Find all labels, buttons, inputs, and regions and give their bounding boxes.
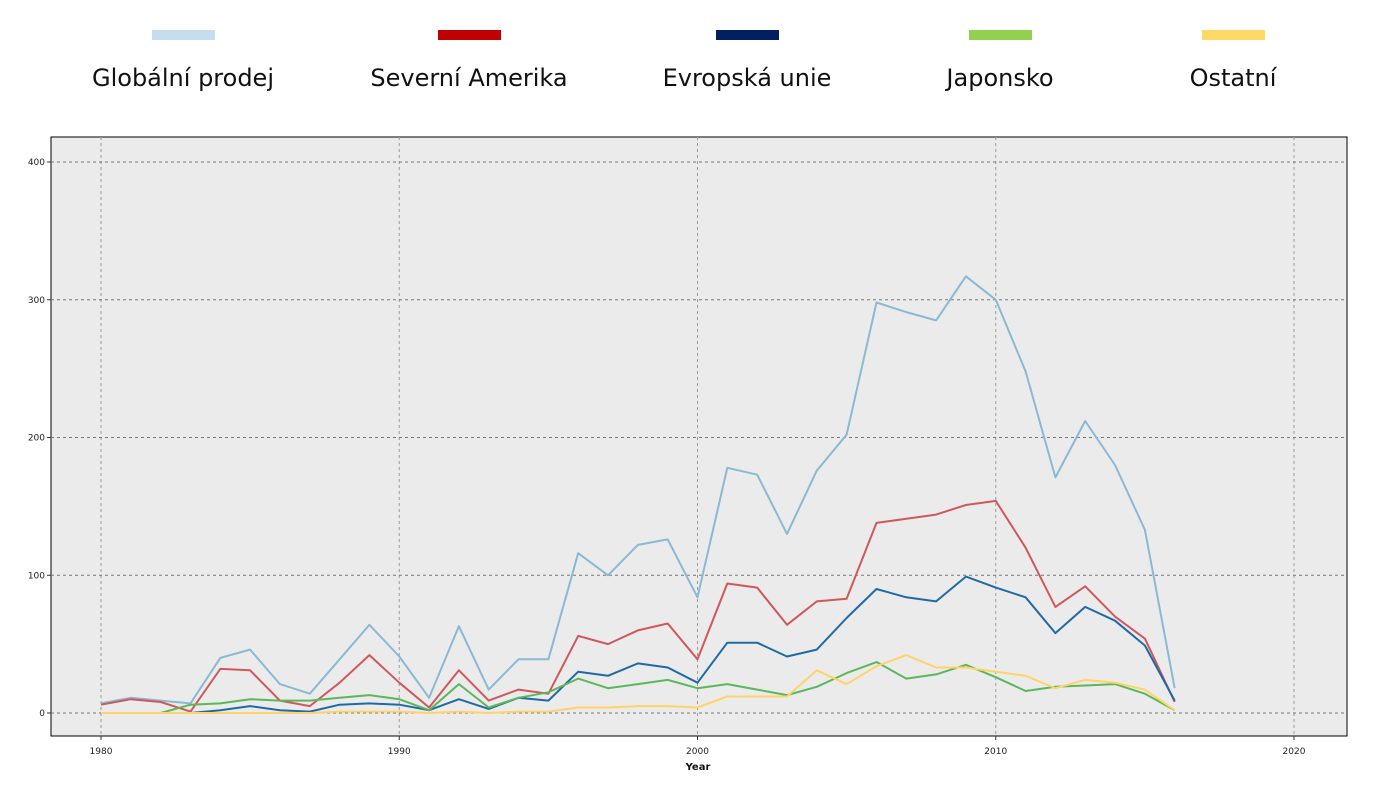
legend-label: Severní Amerika xyxy=(370,64,568,92)
legend-label: Japonsko xyxy=(946,64,1054,92)
legend-swatch xyxy=(438,30,501,40)
series-line-4 xyxy=(101,654,1176,714)
y-tick-label: 300 xyxy=(28,296,45,306)
legend: Globální prodej Severní Amerika Evropská… xyxy=(0,0,1396,110)
legend-swatch xyxy=(969,30,1032,40)
legend-label: Ostatní xyxy=(1189,64,1277,92)
axes: 1980 1990 2000 2010 2020 0 100 200 300 400 xyxy=(28,158,1306,757)
series-line-3 xyxy=(101,661,1176,714)
legend-swatch xyxy=(716,30,779,40)
y-tick-label: 0 xyxy=(39,709,45,719)
series-line-2 xyxy=(101,575,1176,714)
x-tick-label: 1990 xyxy=(388,747,411,757)
y-tick-label: 100 xyxy=(28,571,45,581)
legend-item-north-america: Severní Amerika xyxy=(349,0,589,110)
y-tick-label: 200 xyxy=(28,434,45,444)
plot-panel xyxy=(50,136,1348,737)
legend-label: Evropská unie xyxy=(662,64,832,92)
x-axis-label: Year xyxy=(685,762,711,773)
x-tick-label: 2020 xyxy=(1283,747,1306,757)
legend-item-other: Ostatní xyxy=(1113,0,1353,110)
x-tick-label: 1980 xyxy=(90,747,113,757)
legend-item-japan: Japonsko xyxy=(880,0,1120,110)
y-tick-label: 400 xyxy=(28,158,45,168)
legend-swatch xyxy=(152,30,215,40)
series-line-0 xyxy=(100,275,1176,705)
x-tick-label: 2000 xyxy=(686,747,709,757)
series-lines xyxy=(100,275,1176,714)
x-tick-label: 2010 xyxy=(984,747,1007,757)
legend-label: Globální prodej xyxy=(92,64,274,92)
legend-item-eu: Evropská unie xyxy=(627,0,867,110)
gridlines xyxy=(51,137,1347,736)
legend-item-global: Globální prodej xyxy=(63,0,303,110)
legend-swatch xyxy=(1202,30,1265,40)
